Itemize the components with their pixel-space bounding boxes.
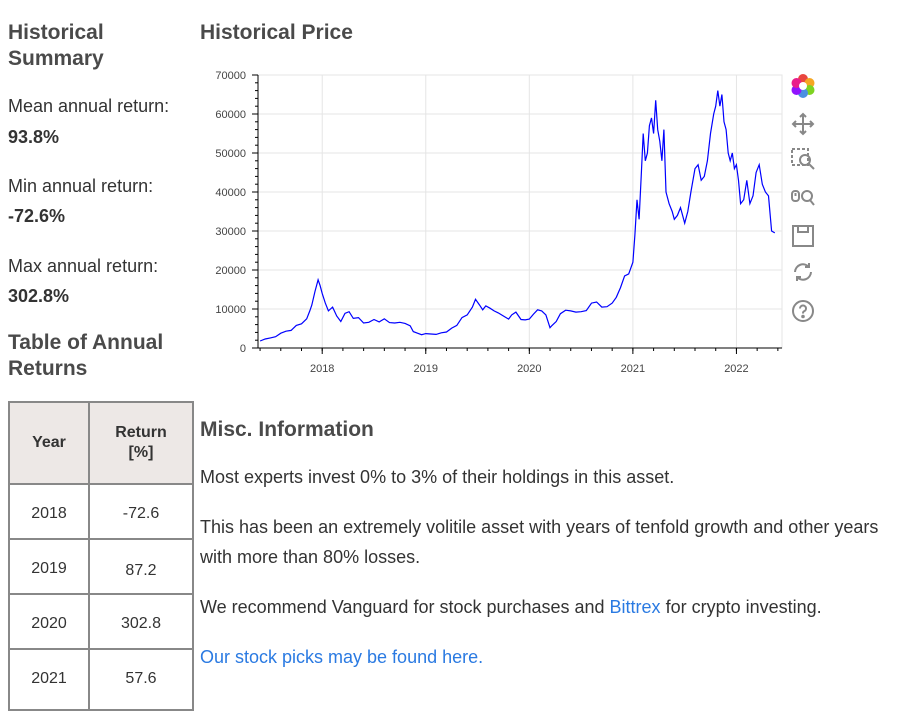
x-tick-label: 2018 [310,363,334,375]
min-return-value: -72.6% [8,206,66,226]
table-row: 2020 302.8 [8,593,194,650]
return-header: Return [%] [88,401,194,485]
price-line [259,90,776,342]
max-return-label: Max annual return: [8,256,159,276]
return-cell: 57.6 [88,648,194,711]
y-tick-label: 20000 [215,265,246,277]
y-tick-label: 30000 [215,226,246,238]
mean-return-label: Mean annual return: [8,96,170,116]
misc-paragraph-3: We recommend Vanguard for stock purchase… [200,592,900,622]
misc-p3-before: We recommend Vanguard for stock purchase… [200,597,610,617]
misc-paragraph-4: Our stock picks may be found here. [200,642,900,672]
y-tick-label: 0 [240,343,246,355]
x-tick-label: 2020 [517,363,541,375]
chart-title: Historical Price [200,21,353,44]
y-tick-label: 50000 [215,148,246,160]
misc-paragraph-1: Most experts invest 0% to 3% of their ho… [200,467,675,487]
stock-picks-link[interactable]: Our stock picks may be found here. [200,647,484,667]
x-tick-label: 2019 [414,363,438,375]
table-row: 2021 57.6 [8,648,194,711]
save-icon[interactable] [788,221,818,251]
year-cell: 2021 [8,648,90,711]
x-tick-label: 2022 [724,363,748,375]
chart-grid [257,74,783,349]
plot-frame [257,74,783,349]
help-icon[interactable] [788,296,818,326]
misc-p3-after: for crypto investing. [660,597,822,617]
return-header-text: Return [%] [115,424,167,461]
table-title: Table of Annual Returns [8,331,164,380]
year-cell: 2018 [8,483,90,540]
min-return-label: Min annual return: [8,176,154,196]
annual-returns-table: Year Return [%] 2018 -72.6 2019 87.2 202… [8,401,194,711]
misc-paragraph-2: This has been an extremely volitile asse… [200,517,879,567]
wheel-zoom-icon[interactable] [788,183,818,213]
x-tick-label: 2021 [621,363,645,375]
y-tick-label: 70000 [215,70,246,82]
return-cell: 302.8 [88,593,194,650]
y-tick-label: 60000 [215,109,246,121]
table-row: 2018 -72.6 [8,483,194,540]
bittrex-link[interactable]: Bittrex [609,597,661,617]
year-cell: 2019 [8,538,90,595]
return-cell: -72.6 [88,483,194,540]
year-cell: 2020 [8,593,90,650]
table-header-row: Year Return [%] [8,401,194,485]
chart-axes: 0 10000 20000 30000 40000 50000 60000 70000 2018… [215,70,782,375]
mean-return-value: 93.8% [8,127,60,147]
table-row: 2019 87.2 [8,538,194,595]
misc-title: Misc. Information [200,418,374,441]
price-chart[interactable]: 0 10000 20000 30000 40000 50000 60000 70000 2018… [0,0,790,400]
year-header: Year [8,401,90,485]
reset-icon[interactable] [788,257,818,287]
pan-icon[interactable] [788,109,818,139]
y-tick-label: 40000 [215,187,246,199]
bokeh-logo-icon[interactable] [788,71,818,101]
max-return-value: 302.8% [8,286,70,306]
return-cell: 87.2 [88,538,194,595]
summary-title: Historical Summary [8,21,104,70]
y-tick-label: 10000 [215,304,246,316]
box-zoom-icon[interactable] [788,145,818,175]
